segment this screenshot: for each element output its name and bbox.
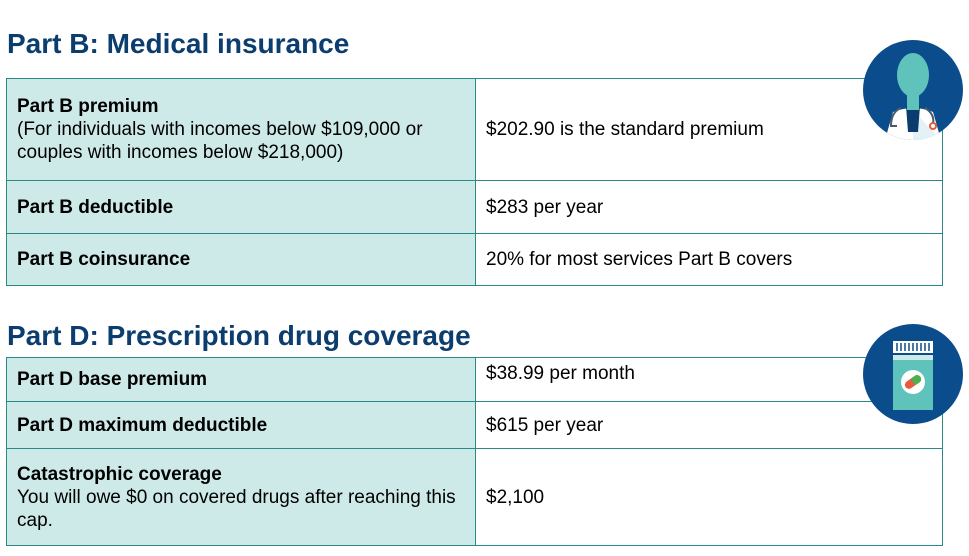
- part-d-table: Part D base premium $38.99 per month Par…: [6, 357, 943, 546]
- row-value: 20% for most services Part B covers: [475, 233, 943, 286]
- row-label: Part D maximum deductible: [17, 414, 268, 436]
- table-row: Catastrophic coverage You will owe $0 on …: [6, 448, 943, 546]
- table-row: Part D maximum deductible $615 per year: [6, 401, 943, 449]
- part-b-table: Part B premium (For individuals with inco…: [6, 78, 943, 286]
- table-row: Part B deductible $283 per year: [6, 180, 943, 234]
- row-label: Catastrophic coverage: [17, 463, 222, 485]
- table-row: Part B premium (For individuals with inco…: [6, 78, 943, 181]
- row-note: (For individuals with incomes below $109…: [17, 119, 423, 163]
- table-row: Part D base premium $38.99 per month: [6, 357, 943, 402]
- part-b-title: Part B: Medical insurance: [7, 28, 350, 59]
- row-label: Part B deductible: [17, 196, 174, 218]
- table-row: Part B coinsurance 20% for most services…: [6, 233, 943, 286]
- row-label: Part B coinsurance: [17, 249, 191, 270]
- row-value: $283 per year: [475, 180, 943, 234]
- row-label: Part B premium: [17, 96, 159, 117]
- doctor-icon: [863, 40, 963, 140]
- row-value: $2,100: [475, 448, 943, 546]
- pill-bottle-icon: [863, 324, 963, 424]
- part-d-title: Part D: Prescription drug coverage: [7, 320, 471, 351]
- row-note: You will owe $0 on covered drugs after r…: [17, 486, 456, 531]
- row-label: Part D base premium: [17, 369, 208, 390]
